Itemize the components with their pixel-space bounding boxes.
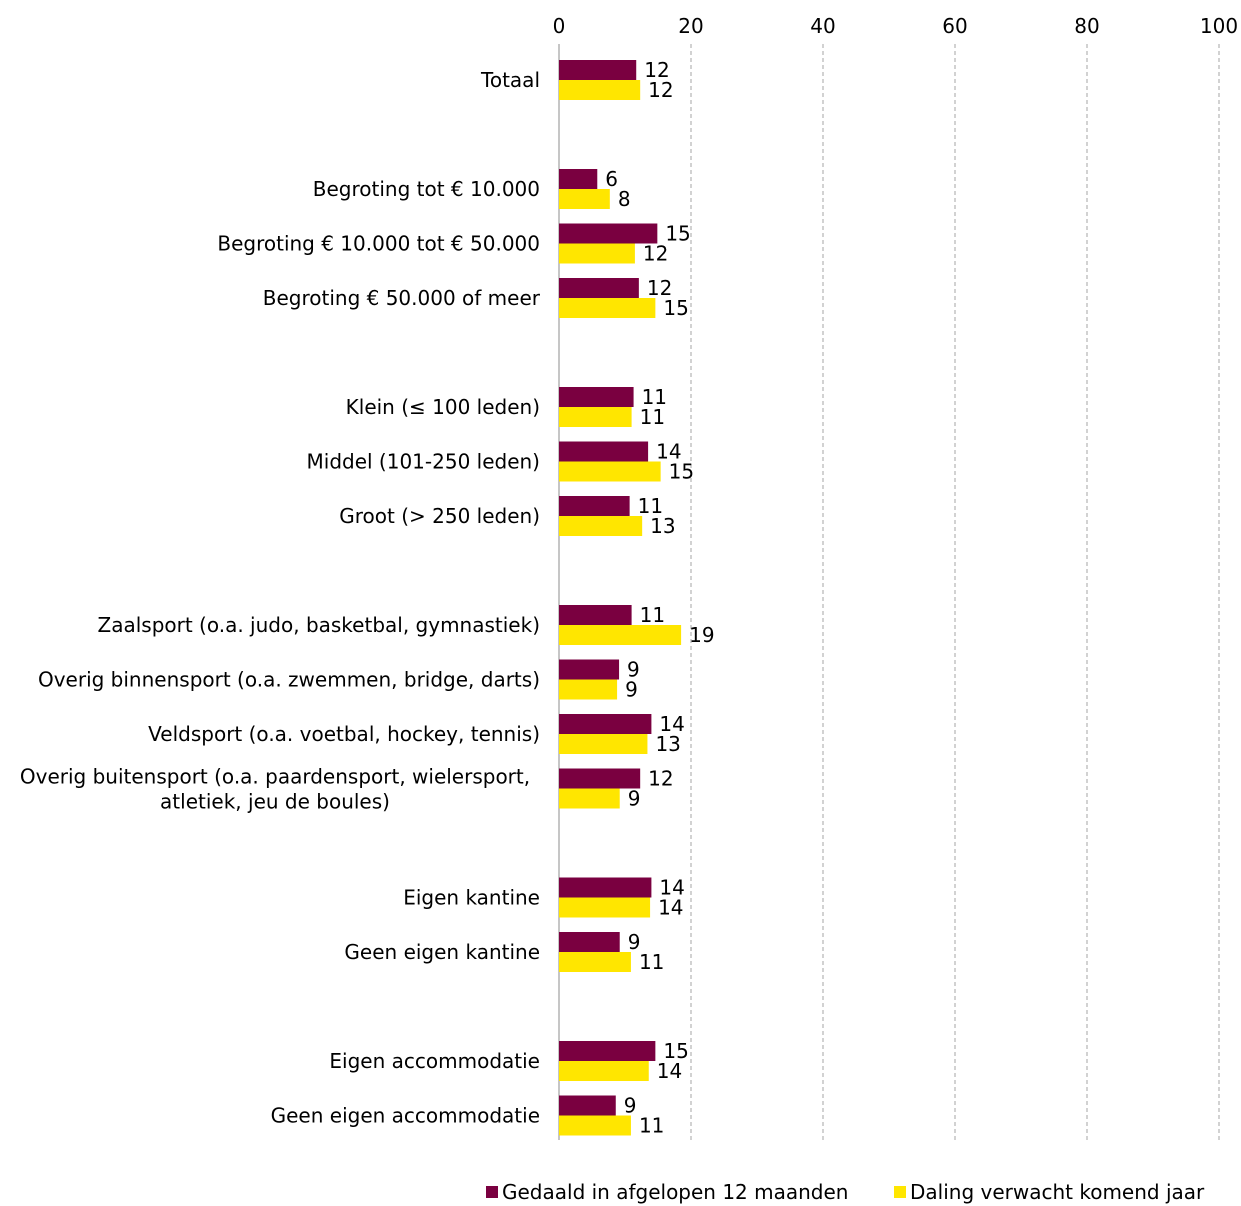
x-tick-label-20: 20: [678, 14, 703, 38]
category-label-13: Eigen accommodatie: [329, 1049, 540, 1073]
data-label-daling-0: 12: [648, 78, 673, 102]
legend-label-gedaald: Gedaald in afgelopen 12 maanden: [502, 1180, 849, 1204]
bar-gedaald-2: [559, 223, 658, 244]
data-label-gedaald-8: 9: [627, 658, 640, 682]
bar-daling-0: [559, 80, 641, 100]
category-label-10: Overig buitensport (o.a. paardensport, w…: [20, 765, 530, 814]
category-label-12: Geen eigen kantine: [344, 940, 540, 964]
bar-gedaald-14: [559, 1095, 616, 1116]
bar-daling-11: [559, 897, 651, 918]
bar-gedaald-3: [559, 278, 639, 298]
category-label-2: Begroting € 10.000 tot € 50.000: [217, 232, 540, 256]
data-label-gedaald-2: 15: [665, 222, 690, 246]
legend-swatch-gedaald: [486, 1186, 498, 1198]
data-label-daling-7: 19: [689, 623, 714, 647]
legend-item-daling: Daling verwacht komend jaar: [894, 1180, 1204, 1204]
bar-daling-14: [559, 1115, 631, 1136]
bar-daling-1: [559, 189, 610, 209]
legend-item-gedaald: Gedaald in afgelopen 12 maanden: [486, 1180, 848, 1204]
category-label-11: Eigen kantine: [403, 886, 540, 910]
category-label-10-line-0: Overig buitensport (o.a. paardensport, w…: [20, 765, 530, 789]
data-label-daling-14: 11: [639, 1114, 664, 1138]
bar-daling-7: [559, 625, 682, 645]
bar-gedaald-10: [559, 768, 641, 789]
category-label-0: Totaal: [480, 68, 540, 92]
data-label-daling-13: 14: [657, 1059, 682, 1083]
data-label-daling-10: 9: [628, 787, 641, 811]
category-label-5: Middel (101-250 leden): [307, 450, 541, 474]
category-label-1: Begroting tot € 10.000: [313, 177, 540, 201]
x-tick-label-100: 100: [1200, 14, 1238, 38]
bar-daling-3: [559, 298, 656, 318]
data-label-gedaald-10: 12: [648, 767, 673, 791]
bar-gedaald-13: [559, 1041, 656, 1061]
x-tick-label-40: 40: [810, 14, 835, 38]
data-label-daling-6: 13: [650, 514, 675, 538]
legend-label-daling: Daling verwacht komend jaar: [910, 1180, 1205, 1204]
bar-daling-5: [559, 461, 661, 482]
data-label-daling-9: 13: [655, 732, 680, 756]
data-label-daling-8: 9: [625, 678, 638, 702]
x-tick-label-60: 60: [942, 14, 967, 38]
bar-gedaald-11: [559, 877, 652, 898]
data-label-gedaald-13: 15: [663, 1039, 688, 1063]
data-label-daling-11: 14: [658, 896, 683, 920]
data-label-gedaald-9: 14: [659, 712, 684, 736]
legend: Gedaald in afgelopen 12 maanden Daling v…: [0, 1180, 1241, 1206]
data-label-daling-3: 15: [663, 296, 688, 320]
bar-gedaald-4: [559, 387, 634, 407]
data-label-daling-12: 11: [639, 950, 664, 974]
bar-gedaald-8: [559, 659, 620, 680]
data-label-daling-1: 8: [618, 187, 631, 211]
category-label-10-line-1: atletiek, jeu de boules): [160, 790, 390, 814]
bar-daling-8: [559, 679, 618, 700]
bar-gedaald-5: [559, 441, 649, 462]
data-label-gedaald-6: 11: [638, 494, 663, 518]
data-label-gedaald-7: 11: [640, 603, 665, 627]
data-label-daling-2: 12: [643, 242, 668, 266]
bar-daling-6: [559, 516, 643, 536]
data-label-gedaald-4: 11: [642, 385, 667, 409]
bar-daling-4: [559, 407, 632, 427]
category-labels: Totaal Begroting tot € 10.000 Begroting € …: [20, 68, 541, 1128]
bar-gedaald-1: [559, 169, 598, 189]
bar-gedaald-12: [559, 932, 620, 952]
x-axis-ticks: 0 20 40 60 80 100: [553, 14, 1238, 38]
data-label-gedaald-5: 14: [656, 440, 681, 464]
category-label-3: Begroting € 50.000 of meer: [263, 286, 541, 310]
bar-daling-2: [559, 243, 635, 264]
data-label-daling-5: 15: [669, 460, 694, 484]
bar-daling-9: [559, 734, 648, 754]
category-label-4: Klein (≤ 100 leden): [346, 395, 540, 419]
bar-gedaald-0: [559, 60, 637, 80]
bar-gedaald-7: [559, 605, 632, 625]
category-label-7: Zaalsport (o.a. judo, basketbal, gymnast…: [98, 613, 541, 637]
data-label-gedaald-12: 9: [628, 930, 641, 954]
category-label-14: Geen eigen accommodatie: [271, 1104, 540, 1128]
gridlines: [558, 44, 1220, 1140]
data-label-gedaald-0: 12: [644, 58, 669, 82]
category-label-6: Groot (> 250 leden): [339, 504, 540, 528]
bar-daling-13: [559, 1061, 649, 1081]
data-labels: 1212681512121511111415111311199914131291…: [605, 58, 714, 1138]
data-label-daling-4: 11: [640, 405, 665, 429]
data-label-gedaald-11: 14: [659, 876, 684, 900]
data-label-gedaald-3: 12: [647, 276, 672, 300]
bar-daling-10: [559, 788, 620, 809]
legend-swatch-daling: [894, 1186, 906, 1198]
category-label-9: Veldsport (o.a. voetbal, hockey, tennis): [148, 722, 540, 746]
x-tick-label-0: 0: [553, 14, 566, 38]
data-label-gedaald-1: 6: [605, 167, 618, 191]
bar-gedaald-9: [559, 714, 652, 734]
data-label-gedaald-14: 9: [624, 1094, 637, 1118]
category-label-8: Overig binnensport (o.a. zwemmen, bridge…: [38, 668, 540, 692]
bar-gedaald-6: [559, 496, 630, 516]
bars: [559, 60, 682, 1136]
bar-daling-12: [559, 952, 631, 972]
x-tick-label-80: 80: [1074, 14, 1099, 38]
